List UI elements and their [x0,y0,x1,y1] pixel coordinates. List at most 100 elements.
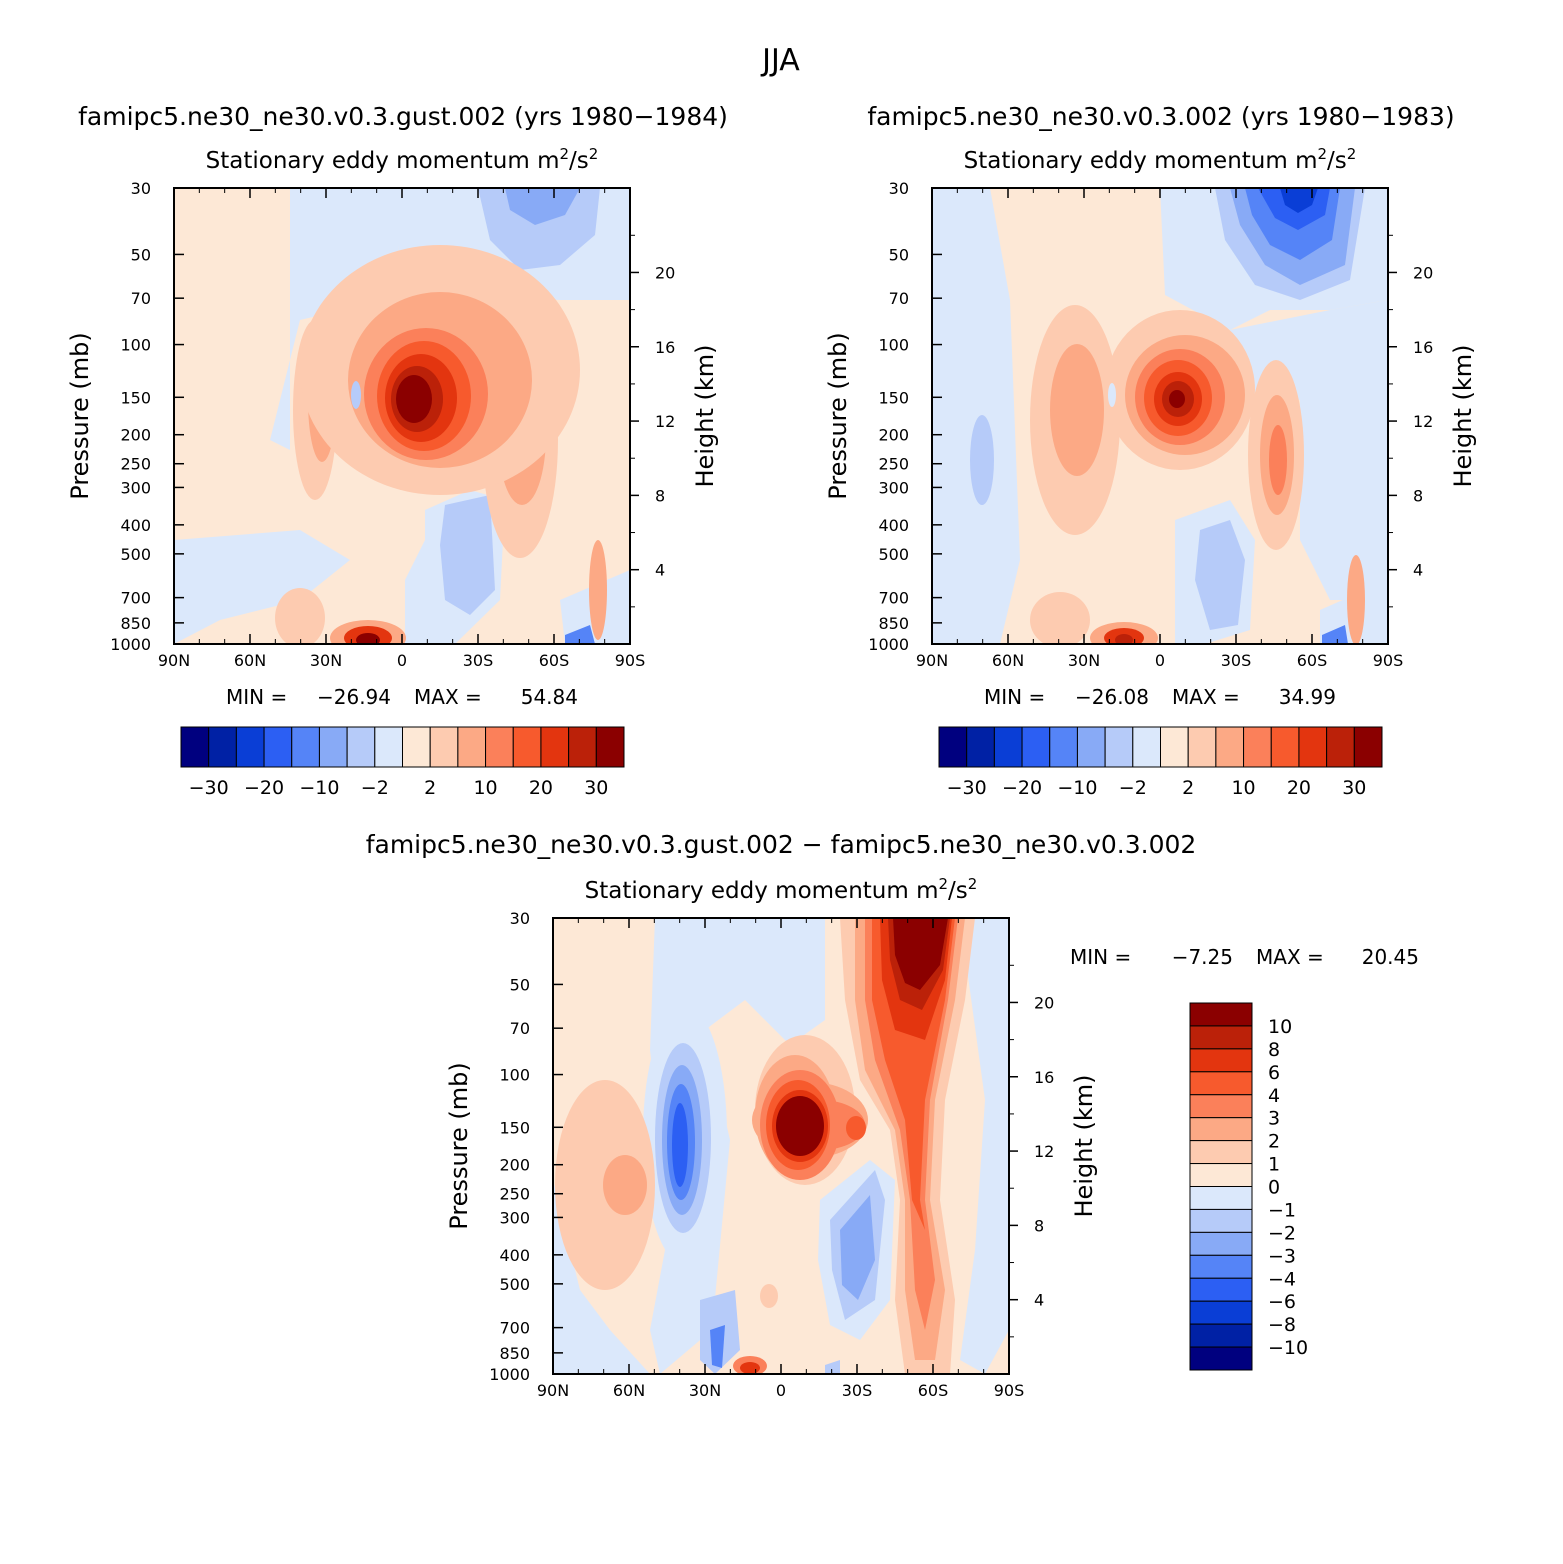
y2-tick-label: 16 [1413,338,1433,357]
colorbar-swatch [1215,726,1245,768]
colorbar-swatch [1189,1071,1253,1096]
colorbar-swatch [938,726,968,768]
x-tick-label: 90S [1373,651,1404,670]
colorbar-label: 20 [529,777,553,799]
y-tick-label: 700 [878,589,909,608]
colorbar-label: −4 [1268,1268,1296,1290]
panel-control: famipc5.ne30_ne30.v0.3.002 (yrs 1980−198… [824,102,1477,799]
x-tick-label: 90N [916,651,948,670]
contour-field [553,918,1009,1374]
y-tick-label: 30 [131,179,151,198]
y-tick-label: 150 [120,388,151,407]
y-tick-label: 250 [878,455,909,474]
colorbar-label: −2 [361,777,389,799]
colorbar-label: 20 [1287,777,1311,799]
y-tick-label: 100 [878,336,909,355]
y-tick-label: 300 [878,478,909,497]
y-tick-label: 1000 [489,1365,530,1384]
colorbar-swatch [1132,726,1161,768]
panel-difference: famipc5.ne30_ne30.v0.3.gust.002 − famipc… [366,830,1419,1400]
min-value: −7.25 [1172,945,1233,969]
y2-tick-label: 12 [1034,1142,1054,1161]
colorbar: −30 −20 −10 −2 2 10 20 30 [180,726,625,799]
colorbar-swatch [346,726,376,768]
y2-tick-label: 20 [1413,263,1433,282]
y2-tick-label: 8 [1034,1216,1044,1235]
y-tick-label: 850 [878,614,909,633]
y-tick-label: 1000 [110,635,151,654]
y2-tick-label: 12 [1413,412,1433,431]
y-tick-label: 500 [120,545,151,564]
x-tick-label: 60S [1297,651,1328,670]
y2-tick-label: 4 [1413,561,1423,580]
axes: 90N 60N 30N 0 30S 60S 90S 30 50 70 100 150 200 250 300… [489,909,1054,1400]
colorbar-swatch [485,726,514,768]
colorbar-label: 2 [1268,1131,1280,1153]
colorbar-swatch [1189,1094,1253,1119]
panel-title: famipc5.ne30_ne30.v0.3.gust.002 (yrs 198… [78,102,728,131]
y2label: Height (km) [1070,1075,1098,1218]
x-tick-label: 30S [463,651,494,670]
y-tick-label: 400 [878,516,909,535]
colorbar-label: −10 [1057,777,1097,799]
x-tick-label: 90N [537,1381,569,1400]
colorbar-swatch [1189,1163,1253,1187]
contour-field [932,188,1388,644]
y2-tick-label: 12 [655,412,675,431]
max-label: MAX = [1256,945,1324,969]
colorbar-swatch [1189,1186,1253,1210]
y2-tick-label: 16 [655,338,675,357]
min-value: −26.94 [317,685,391,709]
axes: 90N 60N 30N 0 30S 60S 90S 30 50 70 100 150 200 250 300… [110,179,675,670]
colorbar-label: −20 [244,777,284,799]
ylabel: Pressure (mb) [445,1062,473,1229]
colorbar-swatch [1189,1346,1253,1371]
x-tick-label: 60N [992,651,1024,670]
x-tick-label: 90S [615,651,646,670]
colorbar-swatch [1243,726,1272,768]
colorbar-swatch [1189,1048,1253,1073]
colorbar-swatch [1189,1117,1253,1142]
y-tick-label: 50 [510,975,530,994]
colorbar-swatch [208,726,237,768]
colorbar-label: −20 [1002,777,1042,799]
y2-tick-label: 16 [1034,1068,1054,1087]
colorbar-swatch [1189,1254,1253,1279]
colorbar-swatch [540,726,570,768]
x-tick-label: 60S [539,651,570,670]
colorbar-swatch [595,726,625,768]
colorbar-swatch [1189,1300,1253,1325]
colorbar-swatch [1189,1231,1253,1256]
colorbar-swatch [1104,726,1134,768]
colorbar-label: 3 [1268,1108,1280,1130]
colorbar-label: 0 [1268,1177,1280,1199]
colorbar-swatch [291,726,320,768]
colorbar-label: −8 [1268,1314,1296,1336]
colorbar-swatch [429,726,459,768]
colorbar-swatch [1189,1323,1253,1348]
figure-suptitle: JJA [760,43,800,78]
y2-tick-label: 8 [1413,486,1423,505]
max-value: 54.84 [521,685,578,709]
colorbar-swatch [1160,726,1189,768]
y-tick-label: 70 [131,289,151,308]
colorbar-swatch [1189,1002,1253,1027]
colorbar-swatch [402,726,431,768]
y-tick-label: 200 [120,426,151,445]
y-tick-label: 700 [120,589,151,608]
y2-tick-label: 20 [1034,993,1054,1012]
colorbar-swatch [1189,1025,1253,1050]
panel-title: famipc5.ne30_ne30.v0.3.gust.002 − famipc… [366,830,1197,859]
min-label: MIN = [984,685,1045,709]
colorbar-label: −30 [947,777,987,799]
y-tick-label: 250 [120,455,151,474]
colorbar-label: −10 [299,777,339,799]
y2-tick-label: 4 [655,561,665,580]
max-label: MAX = [414,685,482,709]
x-tick-label: 30S [842,1381,873,1400]
min-value: −26.08 [1075,685,1149,709]
colorbar-swatch [1021,726,1051,768]
panel-gust: famipc5.ne30_ne30.v0.3.gust.002 (yrs 198… [66,102,728,799]
x-tick-label: 30N [1068,651,1100,670]
